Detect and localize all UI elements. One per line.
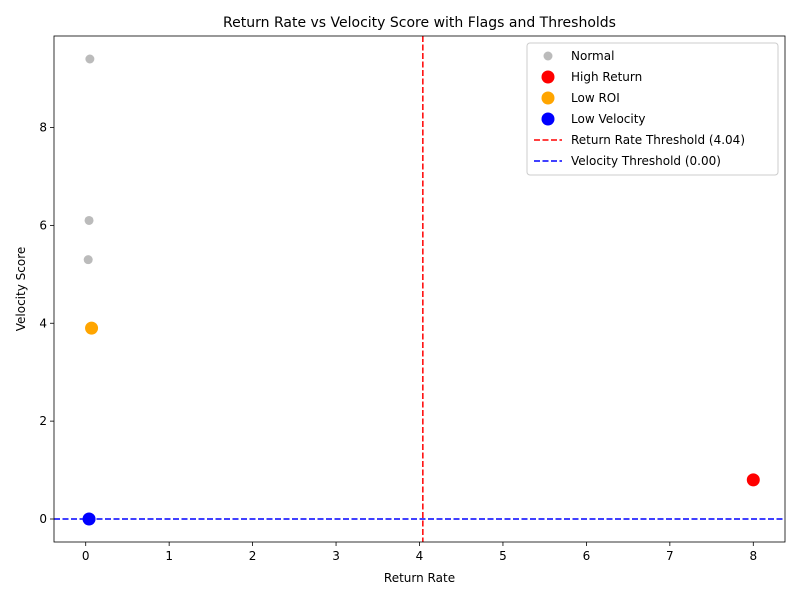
data-point-normal-2 — [83, 255, 93, 265]
x-tick-label: 7 — [666, 549, 674, 563]
plot-area: 0 1 2 3 4 5 6 7 8 0 2 4 6 8 — [39, 35, 786, 563]
x-tick-label: 0 — [82, 549, 90, 563]
legend-marker-low-roi — [541, 91, 555, 105]
x-axis-label: Return Rate — [384, 571, 455, 585]
x-tick-label: 5 — [499, 549, 507, 563]
legend-marker-low-velocity — [541, 112, 555, 126]
x-tick-label: 2 — [249, 549, 257, 563]
legend-box — [526, 42, 779, 176]
legend-marker-normal — [543, 51, 553, 61]
legend-label-low-velocity: Low Velocity — [571, 112, 646, 126]
chart-title: Return Rate vs Velocity Score with Flags… — [223, 15, 616, 31]
x-tick-label: 3 — [332, 549, 340, 563]
legend-label-return-rate-threshold-4-04: Return Rate Threshold (4.04) — [571, 133, 745, 147]
y-axis-label: Velocity Score — [14, 247, 28, 332]
legend-label-normal: Normal — [571, 49, 614, 63]
y-tick-label: 6 — [39, 218, 47, 232]
x-tick-label: 1 — [165, 549, 173, 563]
x-tick-label: 6 — [583, 549, 591, 563]
x-tick-label: 8 — [749, 549, 757, 563]
y-tick-label: 8 — [39, 121, 47, 135]
y-tick-label: 4 — [39, 316, 47, 330]
legend-label-low-roi: Low ROI — [571, 91, 620, 105]
data-point-normal-1 — [84, 215, 94, 225]
y-tick-label: 2 — [39, 414, 47, 428]
legend-label-velocity-threshold-0-00: Velocity Threshold (0.00) — [571, 154, 721, 168]
legend-marker-high-return — [541, 70, 555, 84]
data-point-low-velocity-0 — [82, 512, 96, 526]
data-point-high-return-0 — [746, 473, 760, 487]
y-tick-label: 0 — [39, 512, 47, 526]
legend: Normal High Return Low ROI Low Velocity Retu… — [526, 42, 779, 176]
x-tick-label: 4 — [416, 549, 424, 563]
data-point-normal-0 — [85, 54, 95, 64]
legend-label-high-return: High Return — [571, 70, 642, 84]
data-point-low-roi-0 — [85, 321, 99, 335]
